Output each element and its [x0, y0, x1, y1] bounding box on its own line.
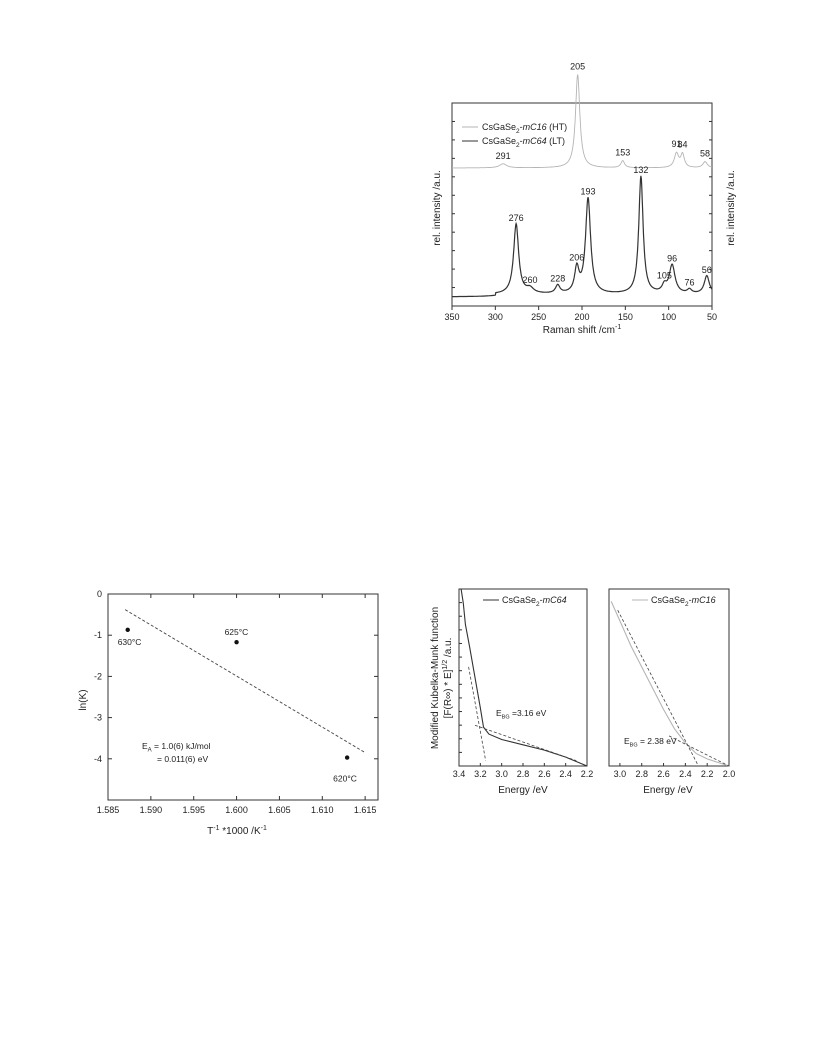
legend-label-lt: CsGaSe2-mC64 (LT) — [482, 136, 565, 149]
raman-xtick-label: 150 — [618, 312, 633, 322]
raman-ylabel-right: rel. intensity /a.u. — [726, 170, 737, 246]
raman-peak-label: 84 — [678, 139, 688, 149]
raman-peak-label: 276 — [509, 213, 524, 223]
raman-ylabel: rel. intensity /a.u. — [432, 170, 443, 246]
raman-legend: CsGaSe2-mC16 (HT) CsGaSe2-mC64 (LT) — [462, 122, 567, 149]
raman-xtick-label: 350 — [444, 312, 459, 322]
raman-xtick-label: 50 — [707, 312, 717, 322]
raman-peak-label: 228 — [550, 274, 565, 284]
raman-peak-label: 56 — [702, 265, 712, 275]
raman-peak-label: 205 — [570, 62, 585, 72]
raman-xtick-label: 200 — [574, 312, 589, 322]
raman-peak-label: 76 — [684, 278, 694, 288]
raman-series-line — [452, 74, 713, 169]
raman-peak-label: 260 — [522, 275, 537, 285]
raman-peak-label: 291 — [496, 151, 511, 161]
legend-label-ht: CsGaSe2-mC16 (HT) — [482, 122, 567, 135]
raman-peak-label: 153 — [615, 147, 630, 157]
raman-xtick-label: 300 — [488, 312, 503, 322]
raman-series-line — [452, 175, 713, 298]
raman-xtick-label: 100 — [661, 312, 676, 322]
raman-peak-label: 105 — [657, 270, 672, 280]
raman-peak-label: 193 — [581, 187, 596, 197]
raman-peak-label: 58 — [700, 149, 710, 159]
raman-xlabel: Raman shift /cm-1 — [543, 324, 622, 336]
raman-peak-label: 132 — [633, 165, 648, 175]
raman-peak-label: 91 — [671, 139, 681, 149]
raman-xtick-label: 250 — [531, 312, 546, 322]
raman-peak-label: 206 — [569, 252, 584, 262]
raman-frame — [451, 102, 713, 307]
raman-peak-label: 96 — [667, 254, 677, 264]
